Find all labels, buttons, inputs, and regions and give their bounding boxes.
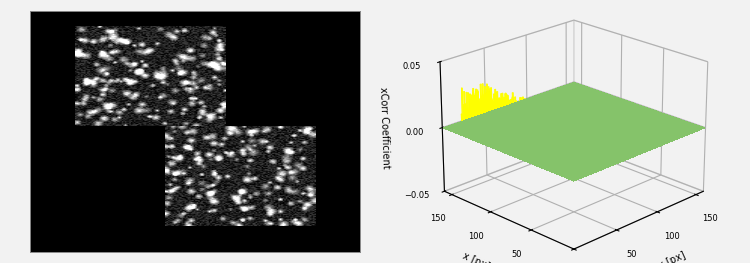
Y-axis label: x [px]: x [px] (460, 250, 491, 263)
X-axis label: y [px]: y [px] (657, 250, 687, 263)
